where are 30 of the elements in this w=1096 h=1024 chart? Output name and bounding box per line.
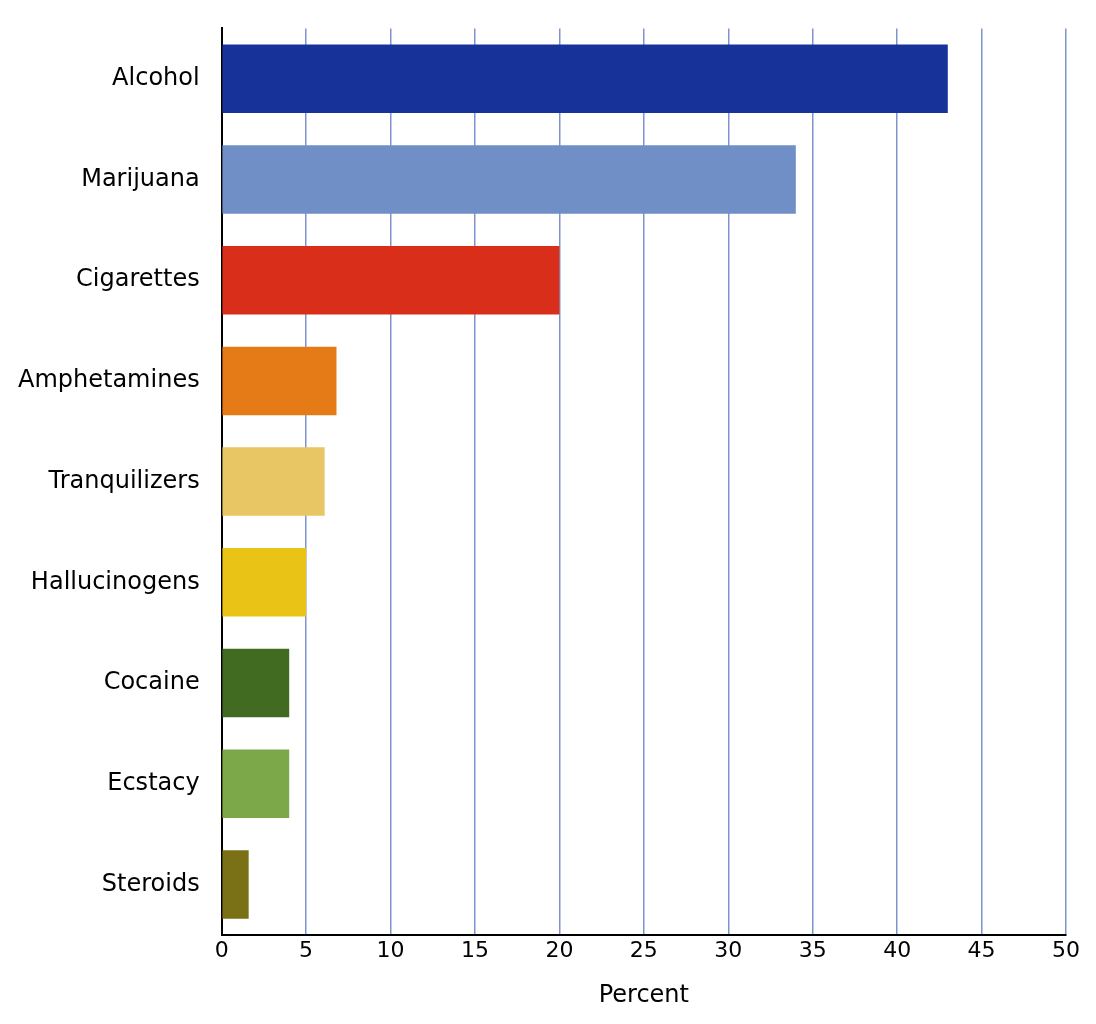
y-tick-label: Cigarettes xyxy=(76,264,200,293)
x-tick-label: 10 xyxy=(376,936,405,962)
bar xyxy=(222,346,337,416)
x-tick-label: 25 xyxy=(629,936,658,962)
bar xyxy=(222,145,796,214)
bar xyxy=(222,648,290,718)
x-tick-label: 15 xyxy=(460,936,489,962)
x-tick-label: 50 xyxy=(1052,936,1080,962)
x-tick-label: 35 xyxy=(798,936,827,962)
y-tick-label: Cocaine xyxy=(103,667,200,696)
y-tick-label: Tranquilizers xyxy=(47,465,200,494)
y-tick-label: Marijuana xyxy=(81,163,200,192)
bar xyxy=(222,548,307,617)
x-axis-title: Percent xyxy=(598,979,689,1008)
bar xyxy=(222,850,249,919)
x-tick-label: 5 xyxy=(299,936,314,962)
y-tick-label: Steroids xyxy=(101,868,200,897)
y-tick-label: Alcohol xyxy=(112,62,200,91)
x-tick-label: 20 xyxy=(545,936,574,962)
x-tick-label: 0 xyxy=(214,936,229,962)
bar xyxy=(222,44,948,113)
y-tick-label: Hallucinogens xyxy=(30,566,200,595)
bar xyxy=(222,749,290,818)
bar xyxy=(222,447,325,516)
y-tick-label: Ecstacy xyxy=(107,767,200,796)
bar xyxy=(222,245,560,315)
x-tick-label: 30 xyxy=(714,936,743,962)
y-tick-label: Amphetamines xyxy=(18,365,200,394)
x-tick-label: 40 xyxy=(883,936,912,962)
x-tick-label: 45 xyxy=(967,936,996,962)
